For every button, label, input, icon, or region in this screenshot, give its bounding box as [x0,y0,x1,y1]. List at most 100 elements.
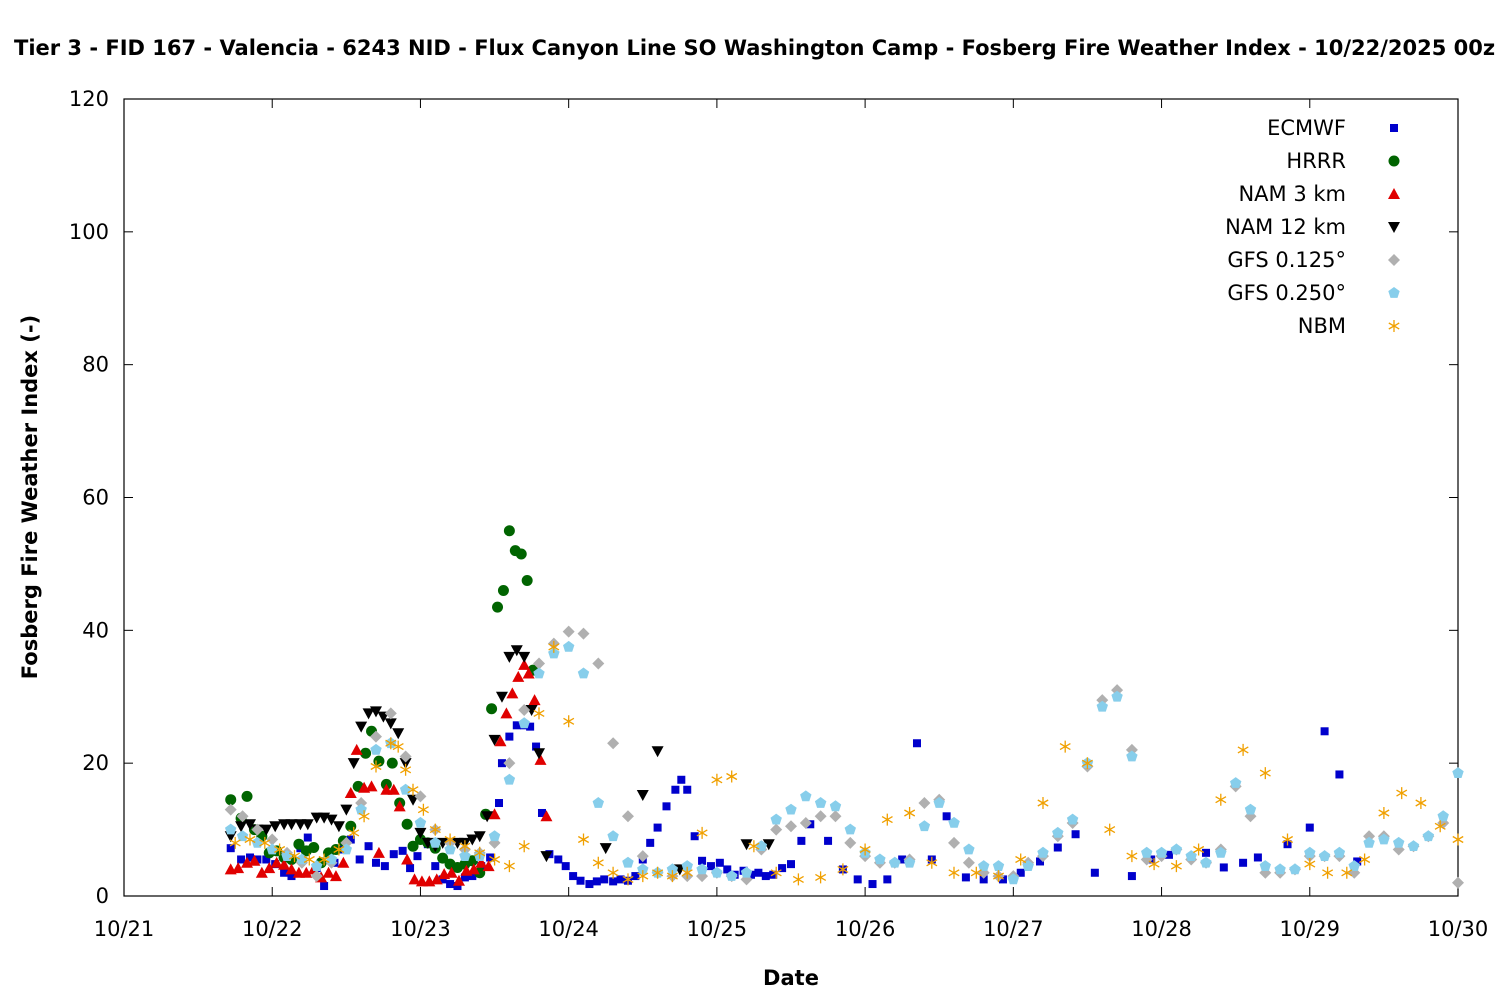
data-point [414,827,427,839]
data-point [332,821,345,833]
data-point [372,846,385,858]
data-point [548,640,560,653]
data-point [1126,850,1138,863]
data-point [1452,833,1464,846]
data-point [348,826,360,839]
data-point [522,667,535,679]
data-point [792,873,804,886]
data-point [592,877,601,886]
data-point [444,843,456,855]
x-tick-label: 10/30 [1428,917,1489,941]
data-point [1015,853,1027,866]
data-point [237,855,246,864]
data-point [401,853,414,865]
data-point [829,810,842,823]
data-point [992,870,1005,883]
data-point [475,856,488,868]
data-point [365,780,378,792]
data-point [622,856,634,868]
data-point [726,870,738,881]
data-point [874,853,886,865]
data-point [1193,843,1205,856]
data-point [1289,863,1301,875]
data-point [255,866,268,878]
y-tick-label: 60 [82,486,109,510]
data-point [653,823,662,832]
data-point [918,797,931,810]
data-point [814,797,827,808]
data-point [1237,743,1249,756]
data-point [243,819,256,831]
data-point [778,864,787,873]
x-tick-label: 10/23 [390,917,451,941]
data-point [754,868,763,877]
data-point [1037,846,1049,858]
data-point [369,730,382,743]
data-point [262,855,271,864]
data-point [1052,826,1064,838]
data-point [1363,836,1375,848]
data-point [1111,690,1123,702]
data-point [393,800,406,812]
data-point [518,840,530,853]
data-point [979,875,988,884]
data-point [344,787,357,799]
data-point [1452,876,1464,889]
data-point [466,855,478,867]
data-point [224,803,237,816]
data-point [503,651,516,663]
data-point [398,846,407,855]
data-point [533,657,546,670]
data-point [696,863,708,875]
y-tick-label: 80 [82,353,109,377]
data-point [225,794,237,806]
data-point [711,773,723,786]
data-point [417,803,429,816]
data-point [293,838,305,850]
data-point [399,758,412,770]
data-point [444,833,456,846]
data-point [1359,853,1371,866]
data-point [1239,858,1248,867]
data-point [1348,860,1360,871]
data-point [576,876,585,885]
data-point [285,819,298,831]
data-point [770,813,782,825]
data-point [488,830,501,842]
data-point [429,823,441,836]
data-point [280,868,289,877]
data-point [770,823,783,836]
data-point [414,790,427,803]
data-point [445,866,458,878]
data-point [346,835,355,844]
data-point [562,625,575,638]
legend-label: NAM 3 km [1238,182,1346,206]
data-point [497,759,506,768]
data-point [303,833,312,842]
data-point [683,785,692,794]
data-point [761,872,770,881]
legend-marker [1388,287,1400,298]
data-point [495,691,508,703]
data-point [358,810,370,823]
data-point [715,858,724,867]
data-point [785,803,797,815]
data-point [1066,813,1079,825]
data-point [518,658,531,670]
data-point [787,860,795,869]
data-point [325,814,338,826]
data-point [1335,770,1344,779]
data-point [360,747,372,759]
data-point [963,843,975,855]
data-point [844,836,857,849]
legend-label: GFS 0.250° [1227,281,1346,305]
data-point [259,836,271,849]
data-point [1322,866,1334,879]
data-point [1127,872,1136,881]
data-point [585,880,594,889]
x-tick-label: 10/22 [242,917,303,941]
data-point [533,707,545,720]
data-point [540,851,553,863]
data-point [537,808,546,817]
data-point [666,863,679,875]
